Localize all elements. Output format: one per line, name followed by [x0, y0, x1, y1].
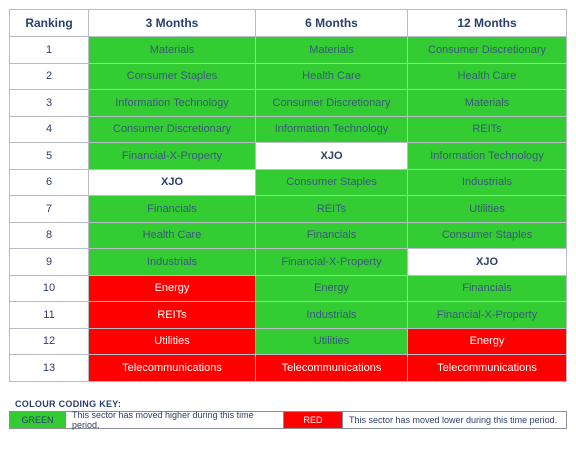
sector-cell: Materials: [255, 36, 408, 64]
rank-cell: 3: [9, 89, 89, 117]
sector-cell: Consumer Discretionary: [88, 115, 256, 143]
rank-cell: 1: [9, 36, 89, 64]
sector-cell: XJO: [88, 168, 256, 196]
red-key-swatch: RED: [283, 412, 342, 428]
table-row: 8 Health Care Financials Consumer Staples: [9, 221, 567, 249]
sector-cell: Health Care: [88, 221, 256, 249]
sector-cell: Information Technology: [255, 115, 408, 143]
sector-cell: Materials: [88, 36, 256, 64]
table-row: 9 Industrials Financial-X-Property XJO: [9, 248, 567, 276]
rank-cell: 7: [9, 195, 89, 223]
sector-cell: Industrials: [88, 248, 256, 276]
table-row: 7 Financials REITs Utilities: [9, 195, 567, 223]
table-row: 3 Information Technology Consumer Discreti…: [9, 89, 567, 117]
rank-cell: 8: [9, 221, 89, 249]
sector-cell: Financial-X-Property: [407, 301, 567, 329]
header-3-months: 3 Months: [88, 9, 256, 37]
rank-cell: 10: [9, 274, 89, 302]
sector-cell: Financials: [255, 221, 408, 249]
header-6-months: 6 Months: [255, 9, 408, 37]
sector-cell: Telecommunications: [407, 354, 567, 382]
rank-cell: 13: [9, 354, 89, 382]
sector-cell: Industrials: [255, 301, 408, 329]
table-row: 10 Energy Energy Financials: [9, 274, 567, 302]
sector-cell: Utilities: [88, 327, 256, 355]
sector-cell: Telecommunications: [88, 354, 256, 382]
table-row: 1 Materials Materials Consumer Discretionar…: [9, 36, 567, 64]
table-row: 12 Utilities Utilities Energy: [9, 327, 567, 355]
sector-cell: Telecommunications: [255, 354, 408, 382]
sector-cell: Consumer Staples: [88, 62, 256, 90]
sector-cell: Financial-X-Property: [88, 142, 256, 170]
green-key-description: This sector has moved higher during this…: [65, 410, 283, 430]
sector-cell: Financials: [88, 195, 256, 223]
sector-cell: Consumer Discretionary: [255, 89, 408, 117]
rank-cell: 2: [9, 62, 89, 90]
rank-cell: 11: [9, 301, 89, 329]
rank-cell: 9: [9, 248, 89, 276]
colour-key: GREEN This sector has moved higher durin…: [9, 410, 567, 430]
sector-cell: Energy: [255, 274, 408, 302]
sector-cell: REITs: [255, 195, 408, 223]
table-body: 1 Materials Materials Consumer Discretionar…: [9, 36, 567, 382]
sector-cell: Health Care: [407, 62, 567, 90]
sector-cell: REITs: [88, 301, 256, 329]
red-key-description: This sector has moved lower during this …: [342, 412, 566, 428]
sector-cell: XJO: [407, 248, 567, 276]
sector-cell: REITs: [407, 115, 567, 143]
table-row: 2 Consumer Staples Health Care Health Care: [9, 62, 567, 90]
sector-cell: Information Technology: [407, 142, 567, 170]
rank-cell: 4: [9, 115, 89, 143]
rank-cell: 12: [9, 327, 89, 355]
table-row: 4 Consumer Discretionary Information Techn…: [9, 115, 567, 143]
header-ranking: Ranking: [9, 9, 89, 37]
sector-cell: Energy: [407, 327, 567, 355]
sector-cell: XJO: [255, 142, 408, 170]
sector-cell: Energy: [88, 274, 256, 302]
sector-cell: Information Technology: [88, 89, 256, 117]
sector-cell: Financials: [407, 274, 567, 302]
table-row: 6 XJO Consumer Staples Industrials: [9, 168, 567, 196]
rank-cell: 5: [9, 142, 89, 170]
sector-cell: Industrials: [407, 168, 567, 196]
sector-cell: Materials: [407, 89, 567, 117]
sector-ranking-table: Ranking 3 Months 6 Months 12 Months 1 Mat…: [9, 9, 567, 382]
header-12-months: 12 Months: [407, 9, 567, 37]
sector-cell: Consumer Discretionary: [407, 36, 567, 64]
sector-cell: Financial-X-Property: [255, 248, 408, 276]
sector-cell: Utilities: [407, 195, 567, 223]
table-row: 11 REITs Industrials Financial-X-Property: [9, 301, 567, 329]
sector-cell: Utilities: [255, 327, 408, 355]
colour-key-title: COLOUR CODING KEY:: [15, 399, 122, 409]
rank-cell: 6: [9, 168, 89, 196]
green-key-swatch: GREEN: [10, 412, 65, 428]
header-row: Ranking 3 Months 6 Months 12 Months: [9, 9, 567, 37]
sector-cell: Consumer Staples: [255, 168, 408, 196]
table-row: 13 Telecommunications Telecommunications Te…: [9, 354, 567, 382]
table-row: 5 Financial-X-Property XJO Information Tech…: [9, 142, 567, 170]
sector-cell: Consumer Staples: [407, 221, 567, 249]
sector-cell: Health Care: [255, 62, 408, 90]
